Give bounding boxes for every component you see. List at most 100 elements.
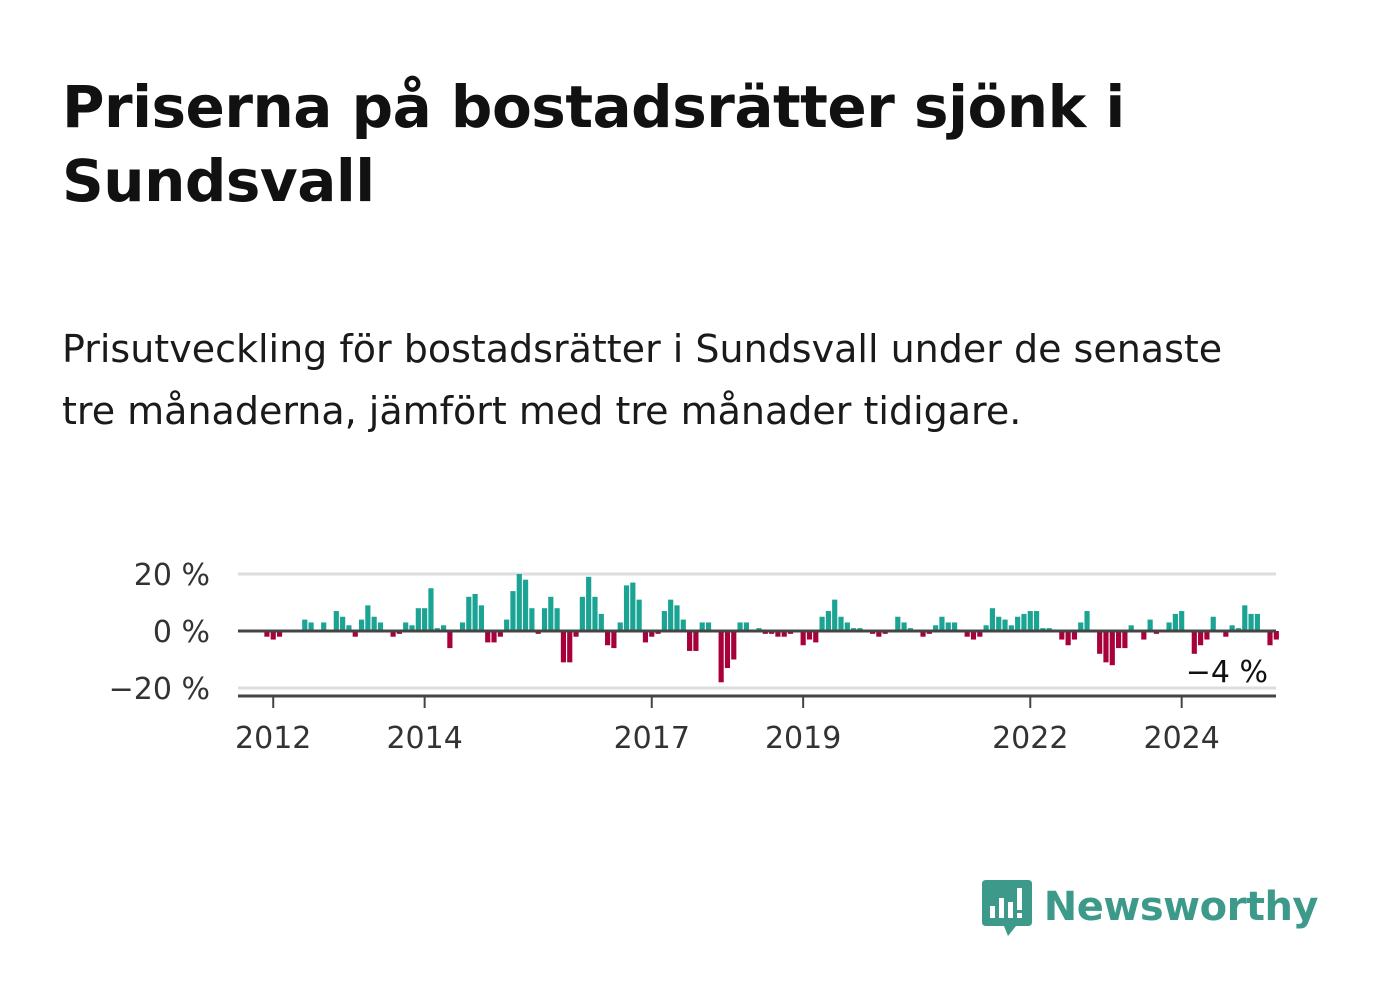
bar xyxy=(674,605,680,631)
x-tick-label: 2014 xyxy=(386,721,462,756)
bar xyxy=(945,622,951,631)
bar-chart: 20 % 0 % −20 % 2012 2014 2017 2019 2022 2024 −4 … xyxy=(109,558,1279,756)
bar xyxy=(1172,613,1178,631)
bar xyxy=(560,631,567,663)
bar xyxy=(1033,611,1040,631)
bar xyxy=(270,631,276,640)
brand-name: Newsworthy xyxy=(1043,884,1319,930)
bar xyxy=(1267,631,1273,646)
bar xyxy=(1210,616,1216,631)
bar xyxy=(680,619,686,631)
chart-title: Priserna på bostadsrätter sjönk i Sundsv… xyxy=(62,73,1125,215)
bar xyxy=(876,631,882,637)
bar xyxy=(1191,631,1197,654)
bar xyxy=(1198,631,1204,646)
bar xyxy=(617,622,623,631)
bar xyxy=(649,631,655,637)
bar xyxy=(806,631,813,640)
bar xyxy=(516,574,522,631)
bar xyxy=(504,619,510,631)
bar xyxy=(264,631,270,637)
bar xyxy=(693,631,699,651)
bar xyxy=(447,631,453,649)
bar xyxy=(1204,631,1210,640)
bar xyxy=(428,588,434,631)
bar xyxy=(592,596,598,631)
bar xyxy=(1109,631,1115,666)
bar xyxy=(1147,619,1153,631)
chart-subtitle: Prisutveckling för bostadsrätter i Sunds… xyxy=(62,327,1223,433)
bar xyxy=(390,631,396,637)
bar xyxy=(1103,631,1109,663)
bar xyxy=(611,631,617,649)
bar xyxy=(1021,613,1027,631)
bar xyxy=(605,631,611,646)
bar xyxy=(1128,625,1134,631)
bar xyxy=(642,631,649,643)
grid-lines xyxy=(238,572,1276,690)
bar xyxy=(541,608,548,631)
bar xyxy=(276,631,283,637)
bar xyxy=(340,616,346,631)
bar xyxy=(825,611,831,631)
bar xyxy=(422,608,428,631)
last-value-annotation: −4 % xyxy=(1186,655,1268,690)
bar xyxy=(661,611,667,631)
axes xyxy=(238,629,1276,708)
bar xyxy=(586,576,592,631)
bar xyxy=(1059,631,1065,640)
x-tick-label: 2012 xyxy=(235,721,311,756)
bar xyxy=(901,622,907,631)
bar xyxy=(1273,631,1279,640)
bar xyxy=(321,622,327,631)
bar xyxy=(964,631,970,637)
bar xyxy=(466,596,472,631)
bar xyxy=(1141,631,1147,640)
bar xyxy=(781,631,787,637)
bar xyxy=(983,625,989,631)
bar xyxy=(358,619,365,631)
bar xyxy=(895,616,901,631)
bar xyxy=(567,631,573,663)
bar xyxy=(1008,625,1014,631)
bar xyxy=(548,596,554,631)
bar xyxy=(743,622,749,631)
bar xyxy=(832,599,838,631)
bar xyxy=(365,605,371,631)
bar xyxy=(1122,631,1128,649)
newsworthy-logo: Newsworthy xyxy=(980,876,1319,938)
bar xyxy=(377,622,384,631)
bar xyxy=(403,622,409,631)
bar xyxy=(775,631,781,637)
bar xyxy=(623,585,630,631)
bar xyxy=(989,608,995,631)
chart-bubble-icon xyxy=(981,880,1032,936)
bar xyxy=(933,625,939,631)
bar xyxy=(1254,613,1260,631)
bar xyxy=(737,622,743,631)
bar xyxy=(472,593,478,631)
bar xyxy=(844,622,850,631)
bar xyxy=(951,622,958,631)
bar xyxy=(415,608,421,631)
bar xyxy=(819,616,825,631)
bar xyxy=(668,599,674,631)
y-tick-label: 0 % xyxy=(153,615,210,650)
bar xyxy=(1078,622,1084,631)
bar xyxy=(800,631,806,646)
bar xyxy=(630,582,636,631)
bar xyxy=(705,622,712,631)
bar xyxy=(346,625,352,631)
bar xyxy=(352,631,358,637)
bar xyxy=(1248,613,1254,631)
bar xyxy=(459,622,466,631)
bar xyxy=(731,631,737,660)
bar xyxy=(554,608,560,631)
bar xyxy=(598,613,604,631)
bars xyxy=(264,574,1279,683)
y-tick-label: 20 % xyxy=(134,558,210,593)
bar xyxy=(920,631,926,637)
bar xyxy=(522,579,529,631)
bar xyxy=(573,631,579,637)
bar xyxy=(529,608,535,631)
